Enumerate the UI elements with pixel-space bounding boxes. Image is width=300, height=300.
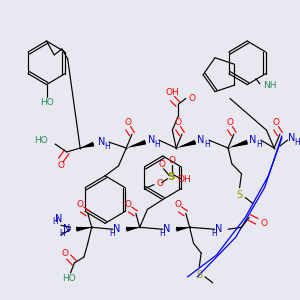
Text: O: O: [125, 200, 132, 209]
Text: N: N: [197, 135, 205, 145]
Text: OH: OH: [178, 175, 192, 184]
Text: O: O: [189, 94, 196, 103]
Text: O: O: [175, 200, 182, 209]
Text: N: N: [113, 224, 121, 234]
Text: O: O: [125, 118, 132, 127]
Text: O: O: [261, 219, 268, 228]
Polygon shape: [126, 140, 146, 148]
Text: H: H: [211, 229, 217, 238]
Text: H: H: [204, 140, 210, 148]
Text: S: S: [196, 270, 202, 280]
Text: HO: HO: [40, 98, 53, 107]
Text: NH: NH: [262, 81, 276, 90]
Text: O: O: [273, 118, 280, 127]
Text: N: N: [288, 133, 295, 143]
Text: N: N: [249, 135, 257, 145]
Polygon shape: [228, 140, 248, 148]
Text: N: N: [215, 224, 222, 234]
Text: N: N: [56, 214, 63, 224]
Text: H: H: [294, 138, 300, 147]
Polygon shape: [80, 142, 94, 148]
Text: HO: HO: [62, 274, 76, 283]
Text: O: O: [57, 161, 64, 170]
Text: H: H: [59, 229, 65, 238]
Text: HO: HO: [34, 136, 47, 145]
Polygon shape: [76, 227, 92, 232]
Text: N: N: [98, 137, 105, 147]
Text: N: N: [163, 224, 170, 234]
Text: H: H: [109, 229, 115, 238]
Text: O: O: [175, 118, 182, 127]
Text: H: H: [159, 229, 165, 238]
Text: H: H: [154, 140, 160, 148]
Polygon shape: [126, 227, 140, 232]
Text: O: O: [226, 118, 233, 127]
Text: O: O: [156, 179, 163, 188]
Polygon shape: [176, 227, 190, 232]
Text: O: O: [61, 248, 68, 257]
Text: OH: OH: [166, 88, 179, 97]
Text: N: N: [63, 224, 70, 234]
Text: H: H: [104, 142, 110, 151]
Polygon shape: [176, 140, 196, 148]
Text: H: H: [52, 217, 58, 226]
Text: S: S: [168, 172, 175, 182]
Text: O: O: [158, 160, 165, 169]
Text: O: O: [76, 200, 84, 209]
Text: N: N: [148, 135, 155, 145]
Text: S: S: [236, 190, 243, 200]
Text: O: O: [169, 156, 176, 165]
Text: H: H: [256, 140, 262, 148]
